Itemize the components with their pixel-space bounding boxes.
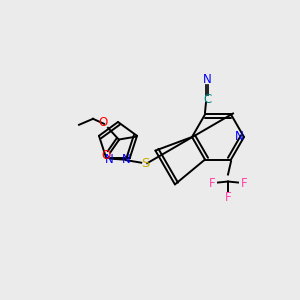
Text: O: O: [101, 149, 110, 162]
Text: S: S: [141, 157, 149, 170]
Text: F: F: [225, 191, 231, 204]
Text: N: N: [202, 73, 211, 86]
Text: F: F: [209, 177, 215, 190]
Text: O: O: [98, 116, 108, 129]
Text: N: N: [122, 153, 130, 166]
Text: F: F: [241, 177, 247, 190]
Text: N: N: [105, 153, 114, 166]
Text: N: N: [235, 130, 243, 143]
Text: C: C: [203, 93, 211, 106]
